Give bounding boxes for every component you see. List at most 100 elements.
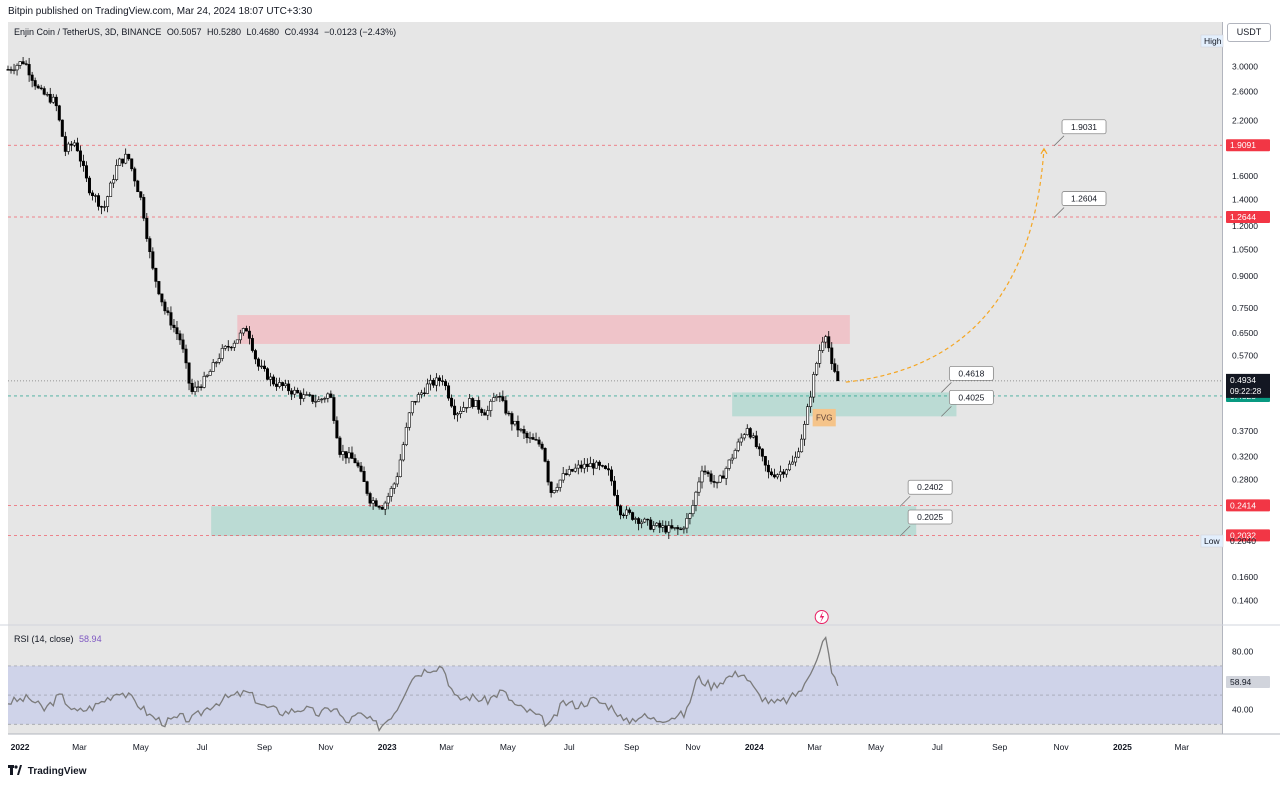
currency-button[interactable]: USDT <box>1227 23 1271 42</box>
candle-body-37 <box>118 158 122 166</box>
candle-body-139 <box>425 383 429 394</box>
price-tag-3: 0.2414 <box>1230 500 1256 510</box>
candle-body-102 <box>314 401 318 403</box>
candle-body-225 <box>685 518 689 529</box>
candle-body-154 <box>471 398 475 407</box>
candle-body-86 <box>265 368 269 380</box>
time-tick-10: Sep <box>624 742 639 752</box>
candle-body-187 <box>570 469 574 472</box>
candle-body-39 <box>124 153 128 164</box>
candle-body-88 <box>272 376 276 385</box>
annotations-layer: 1.9031 1.2604 0.4618 0.4025 0.2402 0.2025 <box>814 119 1107 624</box>
time-tick-1: Mar <box>72 742 87 752</box>
rsi-value-tag-bg <box>1226 676 1270 689</box>
candle-body-73 <box>226 345 230 348</box>
callout-label-5: 0.2025 <box>917 512 943 522</box>
candle-body-218 <box>664 525 668 533</box>
price-tick-10: 0.5700 <box>1232 351 1258 361</box>
candle-body-21 <box>69 143 73 146</box>
candle-body-227 <box>691 505 695 515</box>
candle-body-92 <box>284 383 288 386</box>
candle-body-14 <box>48 93 52 103</box>
candle-body-65 <box>202 375 206 388</box>
top-bar: Bitpin published on TradingView.com, Mar… <box>0 0 1280 22</box>
candle-body-117 <box>359 465 363 472</box>
candle-body-189 <box>576 464 580 469</box>
candle-body-101 <box>311 394 315 402</box>
candle-body-40 <box>127 153 131 160</box>
rsi-line <box>7 635 839 733</box>
candle-body-142 <box>434 377 438 386</box>
time-tick-7: Mar <box>439 742 454 752</box>
candle-body-223 <box>679 528 683 531</box>
price-tick-7: 0.9000 <box>1232 271 1258 281</box>
candle-body-152 <box>465 407 469 409</box>
candle-body-213 <box>649 519 653 530</box>
price-tick-2: 2.2000 <box>1232 116 1258 126</box>
price-tick-9: 0.6500 <box>1232 328 1258 338</box>
candle-body-148 <box>453 405 457 416</box>
candle-body-138 <box>422 392 426 394</box>
candle-body-133 <box>407 412 411 428</box>
candle-body-181 <box>552 490 556 493</box>
candle-body-272 <box>827 336 831 349</box>
candle-body-57 <box>178 333 182 341</box>
candle-body-246 <box>748 428 752 438</box>
candle-body-120 <box>368 493 372 504</box>
candle-body-234 <box>712 481 716 483</box>
candle-body-255 <box>775 474 779 478</box>
candle-body-196 <box>597 461 601 466</box>
candle-body-9 <box>33 80 37 87</box>
candle-body-121 <box>371 500 375 504</box>
candle-body-151 <box>462 407 466 412</box>
candle-body-263 <box>800 438 804 453</box>
time-tick-13: Mar <box>807 742 822 752</box>
time-tick-15: Jul <box>932 742 943 752</box>
candle-body-28 <box>90 192 94 196</box>
candle-body-132 <box>404 427 408 446</box>
candle-body-62 <box>193 386 197 392</box>
candle-body-169 <box>516 420 520 431</box>
candle-body-184 <box>561 473 565 481</box>
candle-body-4 <box>18 61 22 66</box>
candle-body-84 <box>259 365 263 368</box>
candle-body-155 <box>474 400 478 407</box>
candle-body-19 <box>63 136 67 152</box>
callout-leader-2 <box>941 382 952 393</box>
candle-body-137 <box>419 392 423 395</box>
candle-body-275 <box>836 371 840 382</box>
candle-body-219 <box>667 525 671 533</box>
candle-body-208 <box>634 518 638 520</box>
candle-body-271 <box>824 336 828 343</box>
candle-body-273 <box>830 347 834 364</box>
candle-body-23 <box>75 142 79 152</box>
candle-body-162 <box>495 396 499 398</box>
callout-box-4 <box>907 479 953 495</box>
ohlc-low: L0.4680 <box>246 27 280 37</box>
chart-pane[interactable] <box>8 22 1222 734</box>
candle-body-46 <box>145 217 149 239</box>
fvg-box <box>812 408 836 427</box>
candle-body-215 <box>655 522 659 526</box>
candle-body-179 <box>546 461 550 483</box>
candle-body-53 <box>166 310 170 313</box>
candle-body-147 <box>450 397 454 407</box>
rsi-tick-0: 80.00 <box>1232 646 1254 656</box>
candle-body-75 <box>232 342 236 348</box>
footer-brand[interactable]: TradingView <box>8 765 87 777</box>
candle-body-1 <box>9 69 13 71</box>
time-tick-18: 2025 <box>1113 742 1132 752</box>
time-tick-5: Nov <box>318 742 334 752</box>
candle-body-164 <box>501 396 505 401</box>
candle-body-76 <box>235 339 239 344</box>
projection-arrowhead <box>1040 147 1048 155</box>
candle-body-243 <box>739 437 743 443</box>
candle-body-166 <box>507 412 511 415</box>
rsi-value-tag: 58.94 <box>1230 677 1252 687</box>
callout-box-3 <box>948 389 994 405</box>
candle-body-145 <box>444 381 448 387</box>
candle-body-89 <box>275 383 279 387</box>
rsi-tick-1: 40.00 <box>1232 705 1254 715</box>
candle-body-212 <box>646 518 650 521</box>
